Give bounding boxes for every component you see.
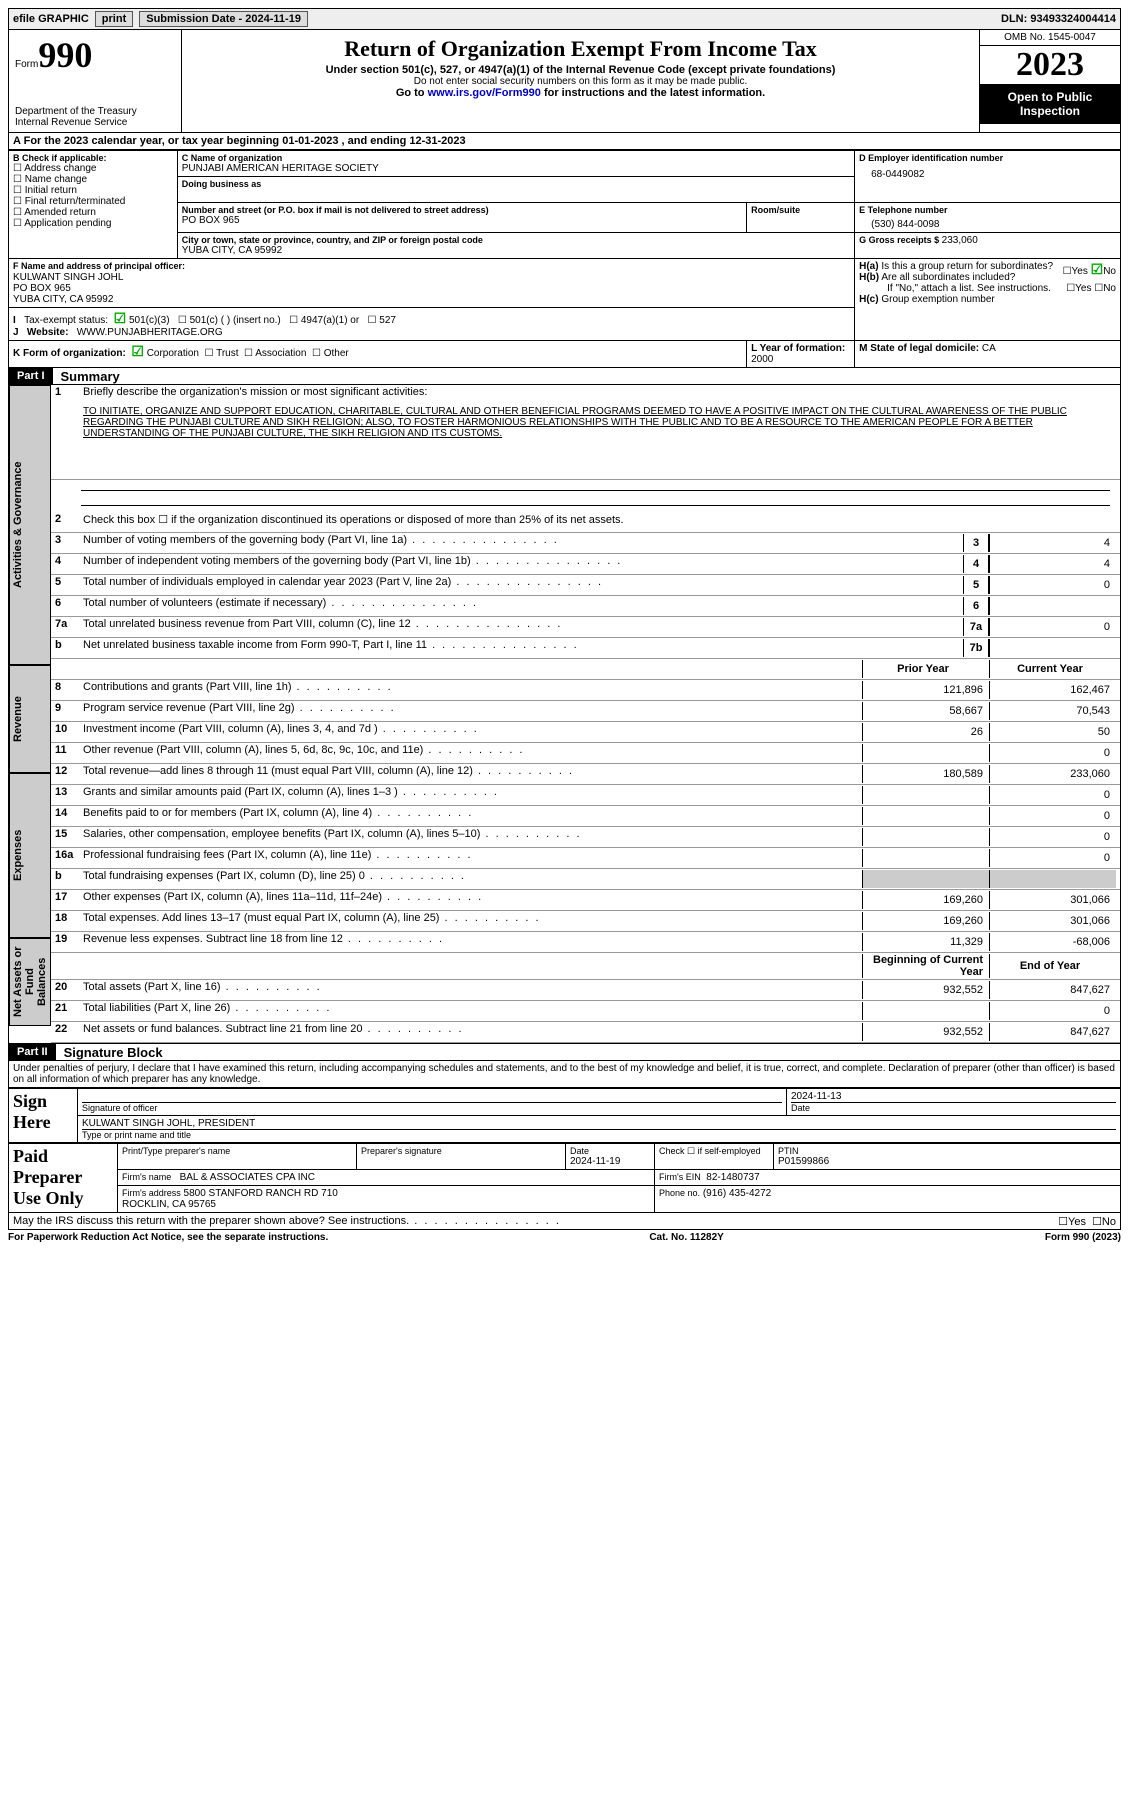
summary-row: 7aTotal unrelated business revenue from …	[51, 617, 1120, 638]
summary-row: 14Benefits paid to or for members (Part …	[51, 806, 1120, 827]
summary-row: 3Number of voting members of the governi…	[51, 533, 1120, 554]
preparer-block: Paid Preparer Use Only Print/Type prepar…	[8, 1143, 1121, 1213]
summary-row: 5Total number of individuals employed in…	[51, 575, 1120, 596]
irs-link[interactable]: www.irs.gov/Form990	[428, 87, 541, 99]
part1-body: Activities & Governance Revenue Expenses…	[8, 385, 1121, 1044]
signature-block: Sign Here Signature of officer 2024-11-1…	[8, 1088, 1121, 1143]
website: WWW.PUNJABHERITAGE.ORG	[77, 327, 223, 338]
summary-row: 22Net assets or fund balances. Subtract …	[51, 1022, 1120, 1043]
street: PO BOX 965	[182, 215, 742, 226]
identity-block: B Check if applicable: ☐ Address change☐…	[8, 150, 1121, 368]
print-button[interactable]: print	[95, 11, 133, 27]
phone: (530) 844-0098	[859, 215, 1116, 230]
checkbox-option[interactable]: ☐ Final return/terminated	[13, 196, 173, 207]
summary-row: 9Program service revenue (Part VIII, lin…	[51, 701, 1120, 722]
line-a: A For the 2023 calendar year, or tax yea…	[8, 133, 1121, 150]
checkbox-option[interactable]: ☐ Initial return	[13, 185, 173, 196]
efile-label: efile GRAPHIC	[13, 13, 89, 25]
summary-row: 17Other expenses (Part IX, column (A), l…	[51, 890, 1120, 911]
summary-row: 16aProfessional fundraising fees (Part I…	[51, 848, 1120, 869]
section-b: B Check if applicable: ☐ Address change☐…	[9, 151, 178, 259]
part2-header: Part II Signature Block	[8, 1044, 1121, 1061]
form-number-cell: Form990 Department of the Treasury Inter…	[9, 30, 182, 132]
form-header: Form990 Department of the Treasury Inter…	[8, 30, 1121, 133]
ein: 68-0449082	[859, 163, 1116, 180]
summary-row: 15Salaries, other compensation, employee…	[51, 827, 1120, 848]
summary-row: 6Total number of volunteers (estimate if…	[51, 596, 1120, 617]
summary-row: 19Revenue less expenses. Subtract line 1…	[51, 932, 1120, 953]
checkbox-option[interactable]: ☐ Application pending	[13, 218, 173, 229]
summary-row: bNet unrelated business taxable income f…	[51, 638, 1120, 659]
discuss-line: May the IRS discuss this return with the…	[8, 1213, 1121, 1230]
summary-row: 4Number of independent voting members of…	[51, 554, 1120, 575]
page-footer: For Paperwork Reduction Act Notice, see …	[8, 1230, 1121, 1243]
summary-row: 20Total assets (Part X, line 16)932,5528…	[51, 980, 1120, 1001]
topbar: efile GRAPHIC print Submission Date - 20…	[8, 8, 1121, 30]
form-title: Return of Organization Exempt From Incom…	[188, 36, 973, 62]
year-cell: OMB No. 1545-0047 2023 Open to Public In…	[979, 30, 1120, 132]
summary-row: 13Grants and similar amounts paid (Part …	[51, 785, 1120, 806]
checkbox-option[interactable]: ☐ Amended return	[13, 207, 173, 218]
part1-header: Part I Summary	[8, 368, 1121, 385]
submission-date-button[interactable]: Submission Date - 2024-11-19	[139, 11, 308, 27]
checkbox-option[interactable]: ☐ Name change	[13, 174, 173, 185]
summary-row: 21Total liabilities (Part X, line 26)0	[51, 1001, 1120, 1022]
summary-row: 12Total revenue—add lines 8 through 11 (…	[51, 764, 1120, 785]
title-cell: Return of Organization Exempt From Incom…	[182, 30, 979, 132]
summary-row: 11Other revenue (Part VIII, column (A), …	[51, 743, 1120, 764]
summary-row: 8Contributions and grants (Part VIII, li…	[51, 680, 1120, 701]
summary-row: 18Total expenses. Add lines 13–17 (must …	[51, 911, 1120, 932]
checkbox-option[interactable]: ☐ Address change	[13, 163, 173, 174]
summary-row: bTotal fundraising expenses (Part IX, co…	[51, 869, 1120, 890]
city: YUBA CITY, CA 95992	[182, 245, 850, 256]
gross-receipts: 233,060	[942, 235, 978, 246]
summary-row: 10Investment income (Part VIII, column (…	[51, 722, 1120, 743]
dln-label: DLN: 93493324004414	[1001, 13, 1116, 25]
org-name: PUNJABI AMERICAN HERITAGE SOCIETY	[182, 163, 850, 174]
